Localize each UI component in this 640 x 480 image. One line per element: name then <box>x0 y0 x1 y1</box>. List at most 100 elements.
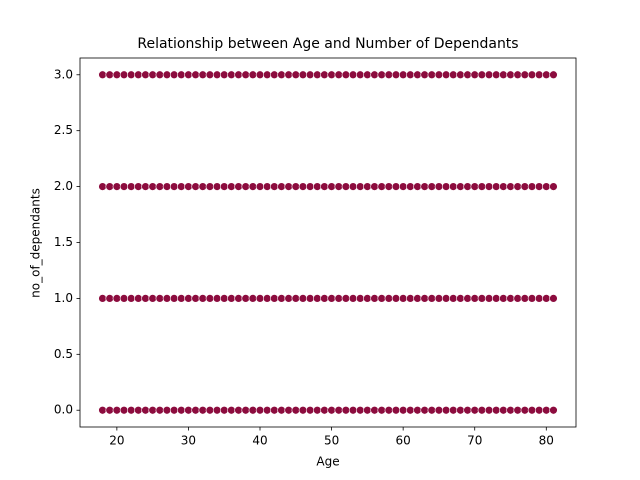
point <box>534 182 544 191</box>
point <box>284 294 293 303</box>
point <box>270 70 279 79</box>
point <box>527 406 537 415</box>
point <box>291 294 300 303</box>
point <box>298 406 308 415</box>
point <box>549 70 558 79</box>
y-tick-label: 1.0 <box>54 291 73 305</box>
point <box>434 406 444 415</box>
x-tick-label: 40 <box>252 434 267 448</box>
point <box>241 182 250 191</box>
point <box>427 182 436 191</box>
point <box>341 70 351 79</box>
point <box>198 294 207 303</box>
point <box>234 406 243 415</box>
point <box>534 294 544 303</box>
point <box>348 182 358 191</box>
point <box>406 406 415 415</box>
y-tick-label: 3.0 <box>54 67 73 81</box>
point <box>391 70 401 79</box>
point <box>270 406 279 415</box>
point <box>420 182 429 191</box>
point <box>262 406 272 415</box>
point <box>434 294 444 303</box>
point <box>348 70 358 79</box>
point <box>549 406 558 415</box>
point <box>119 70 129 79</box>
point <box>506 182 515 191</box>
point <box>406 294 415 303</box>
point <box>205 182 215 191</box>
point <box>356 70 365 79</box>
point <box>105 406 114 415</box>
point <box>413 294 422 303</box>
point <box>470 182 479 191</box>
x-tick-label: 60 <box>396 434 411 448</box>
point <box>262 70 272 79</box>
point <box>234 294 243 303</box>
point <box>305 182 315 191</box>
point <box>449 406 458 415</box>
point <box>334 182 343 191</box>
point <box>248 70 258 79</box>
point <box>134 182 143 191</box>
point <box>126 294 136 303</box>
point <box>463 406 472 415</box>
point <box>527 182 537 191</box>
point <box>398 182 408 191</box>
point <box>162 70 172 79</box>
point <box>184 70 193 79</box>
point <box>427 70 436 79</box>
point <box>327 182 336 191</box>
point <box>370 406 379 415</box>
point <box>212 406 222 415</box>
point <box>227 182 236 191</box>
point <box>227 406 236 415</box>
y-tick-label: 0.5 <box>54 347 73 361</box>
point <box>542 294 551 303</box>
point <box>220 294 229 303</box>
point <box>370 294 379 303</box>
point <box>456 182 465 191</box>
point <box>427 294 436 303</box>
point <box>112 182 122 191</box>
point <box>112 294 122 303</box>
point <box>169 294 179 303</box>
point <box>191 294 200 303</box>
point <box>363 70 372 79</box>
point <box>141 406 150 415</box>
point <box>491 406 501 415</box>
point <box>298 70 308 79</box>
point <box>248 294 258 303</box>
point <box>126 406 136 415</box>
point <box>327 406 336 415</box>
point <box>134 294 143 303</box>
point <box>155 294 165 303</box>
point <box>398 70 408 79</box>
point <box>384 294 394 303</box>
point <box>112 406 122 415</box>
point <box>305 70 315 79</box>
point <box>191 70 200 79</box>
point <box>105 182 114 191</box>
point <box>198 182 207 191</box>
point <box>542 70 551 79</box>
point <box>241 294 250 303</box>
point <box>112 70 122 79</box>
point <box>212 294 222 303</box>
point <box>449 182 458 191</box>
point <box>491 182 501 191</box>
point <box>184 182 193 191</box>
point <box>377 182 386 191</box>
point <box>477 70 487 79</box>
point <box>305 294 315 303</box>
point <box>234 182 243 191</box>
x-tick-label: 80 <box>539 434 554 448</box>
point <box>148 406 157 415</box>
point <box>513 182 522 191</box>
point <box>277 294 286 303</box>
point <box>119 182 129 191</box>
point <box>377 406 386 415</box>
point <box>348 294 358 303</box>
point <box>126 182 136 191</box>
